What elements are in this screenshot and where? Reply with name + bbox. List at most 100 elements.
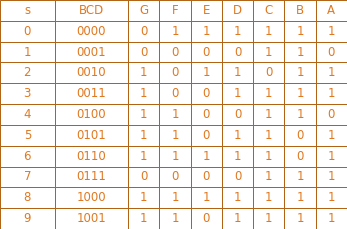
Bar: [222, 0, 253, 21]
Bar: [128, 146, 159, 166]
Bar: [0, 187, 54, 208]
Bar: [253, 146, 285, 166]
Text: 2: 2: [24, 66, 31, 79]
Text: 0101: 0101: [76, 129, 106, 142]
Bar: [191, 83, 222, 104]
Bar: [253, 104, 285, 125]
Text: 9: 9: [24, 212, 31, 225]
Bar: [159, 63, 191, 83]
Text: 3: 3: [24, 87, 31, 100]
Text: 1: 1: [234, 25, 241, 38]
Bar: [222, 187, 253, 208]
Text: 0: 0: [140, 25, 147, 38]
Bar: [191, 208, 222, 229]
Text: 1: 1: [328, 170, 335, 183]
Bar: [285, 104, 316, 125]
Text: 1: 1: [171, 212, 179, 225]
Text: 1: 1: [140, 87, 147, 100]
Bar: [128, 21, 159, 42]
Bar: [128, 187, 159, 208]
Bar: [0, 146, 54, 166]
Text: 1: 1: [203, 191, 210, 204]
Text: 0: 0: [234, 170, 241, 183]
Bar: [316, 125, 347, 146]
Text: 1: 1: [265, 46, 273, 59]
Bar: [253, 0, 285, 21]
Bar: [191, 42, 222, 63]
Bar: [159, 187, 191, 208]
Text: 1: 1: [265, 25, 273, 38]
Bar: [128, 42, 159, 63]
Text: 1: 1: [296, 87, 304, 100]
Text: E: E: [203, 4, 210, 17]
Bar: [285, 63, 316, 83]
Text: 0: 0: [296, 150, 304, 163]
Text: 1: 1: [265, 108, 273, 121]
Bar: [316, 83, 347, 104]
Text: 6: 6: [24, 150, 31, 163]
Bar: [191, 125, 222, 146]
Text: s: s: [24, 4, 31, 17]
Bar: [54, 125, 128, 146]
Text: 7: 7: [24, 170, 31, 183]
Bar: [191, 187, 222, 208]
Bar: [0, 63, 54, 83]
Bar: [285, 208, 316, 229]
Text: 1: 1: [234, 191, 241, 204]
Text: 1: 1: [296, 25, 304, 38]
Bar: [253, 166, 285, 187]
Bar: [222, 63, 253, 83]
Text: 1: 1: [265, 87, 273, 100]
Bar: [54, 208, 128, 229]
Text: BCD: BCD: [79, 4, 104, 17]
Text: 0100: 0100: [77, 108, 106, 121]
Bar: [0, 21, 54, 42]
Bar: [159, 146, 191, 166]
Bar: [222, 125, 253, 146]
Bar: [0, 125, 54, 146]
Text: 1: 1: [234, 150, 241, 163]
Bar: [253, 208, 285, 229]
Bar: [222, 21, 253, 42]
Bar: [0, 166, 54, 187]
Text: 0: 0: [171, 87, 179, 100]
Text: 0: 0: [203, 46, 210, 59]
Bar: [316, 104, 347, 125]
Bar: [54, 83, 128, 104]
Text: 1: 1: [140, 191, 147, 204]
Bar: [128, 104, 159, 125]
Text: 0: 0: [171, 170, 179, 183]
Text: 1: 1: [171, 108, 179, 121]
Bar: [285, 125, 316, 146]
Text: 0: 0: [140, 46, 147, 59]
Text: 1: 1: [328, 191, 335, 204]
Bar: [54, 21, 128, 42]
Text: 0: 0: [234, 46, 241, 59]
Text: 1: 1: [140, 66, 147, 79]
Bar: [222, 146, 253, 166]
Bar: [159, 21, 191, 42]
Text: 1: 1: [296, 170, 304, 183]
Bar: [285, 21, 316, 42]
Text: G: G: [139, 4, 148, 17]
Text: 0: 0: [265, 66, 272, 79]
Text: 5: 5: [24, 129, 31, 142]
Bar: [191, 63, 222, 83]
Text: 1: 1: [265, 150, 273, 163]
Bar: [159, 83, 191, 104]
Text: 1: 1: [203, 25, 210, 38]
Text: 0111: 0111: [76, 170, 106, 183]
Bar: [54, 187, 128, 208]
Bar: [54, 166, 128, 187]
Text: 1: 1: [24, 46, 31, 59]
Bar: [191, 0, 222, 21]
Bar: [128, 208, 159, 229]
Text: 1: 1: [203, 150, 210, 163]
Text: 0: 0: [24, 25, 31, 38]
Text: 0: 0: [203, 87, 210, 100]
Text: 1: 1: [296, 191, 304, 204]
Bar: [54, 146, 128, 166]
Text: 1: 1: [171, 129, 179, 142]
Text: 0110: 0110: [76, 150, 106, 163]
Text: 1: 1: [296, 108, 304, 121]
